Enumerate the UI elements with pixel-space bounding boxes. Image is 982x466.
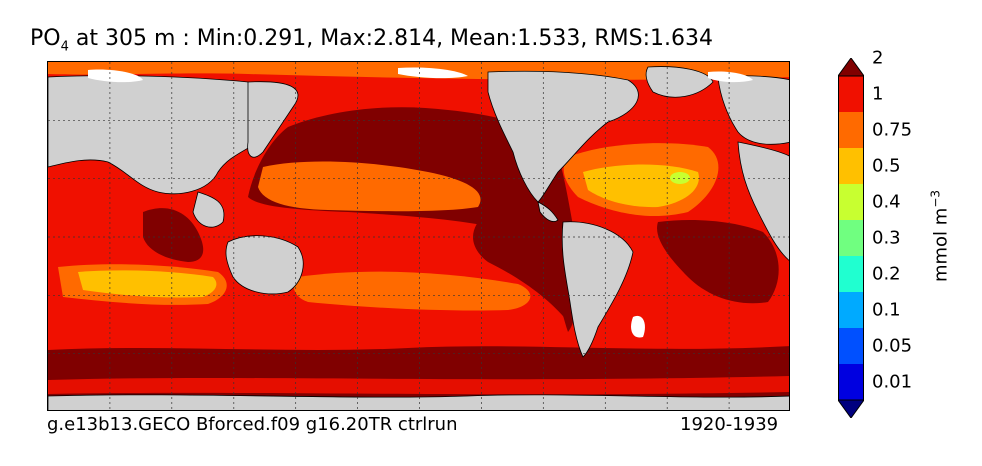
years-label: 1920-1939 (680, 414, 779, 435)
title-variable: PO (30, 26, 61, 51)
land-europe (717, 75, 789, 145)
gridlines (48, 62, 789, 410)
indian-ocean-dark (143, 208, 204, 262)
north-pacific-orange (258, 161, 481, 212)
north-atlantic-green-spot (670, 172, 690, 184)
units-base: mmol m (930, 207, 952, 283)
colorbar-tick-label: 1 (872, 83, 884, 105)
colorbar-bin (838, 328, 864, 364)
run-name-label: g.e13b13.GECO Bforced.f09 g16.20TR ctrlr… (47, 414, 458, 435)
colorbar-bin (838, 256, 864, 292)
colorbar (838, 58, 864, 418)
colorbar-tick-label: 0.5 (872, 155, 901, 177)
colorbar-tick-label: 2 (872, 47, 884, 69)
land-africa-asia-west (48, 75, 261, 195)
land-masses (48, 66, 789, 410)
colorbar-tick-label: 0.4 (872, 191, 901, 213)
ocean-po4-map (48, 62, 789, 410)
land-australia (225, 235, 304, 295)
south-indian-yellow (78, 270, 217, 298)
no-data-patches (88, 67, 753, 338)
southern-red-strip (48, 376, 789, 395)
colorbar-bin-low-extend (838, 399, 864, 418)
land-greenland (645, 66, 714, 98)
land-central-america (537, 201, 559, 222)
colorbar-bin (838, 112, 864, 148)
title-variable-subscript: 4 (60, 39, 69, 55)
units-exponent: −3 (928, 189, 943, 208)
colorbar-bin (838, 364, 864, 400)
south-atlantic-dark (657, 220, 779, 304)
east-pacific-dark (473, 212, 576, 322)
colorbar-tick-label: 0.3 (872, 227, 901, 249)
colorbar-bin (838, 220, 864, 256)
north-atlantic-yellow (583, 164, 699, 208)
south-pacific-orange (293, 271, 531, 311)
land-africa-east (737, 141, 789, 261)
land-north-america (487, 70, 639, 203)
colorbar-bin (838, 148, 864, 184)
colorbar-tick-label: 0.1 (872, 299, 901, 321)
map-panel (47, 61, 790, 411)
land-se-asia (192, 191, 225, 228)
colorbar-tick-label: 0.2 (872, 263, 901, 285)
colorbar-bin (838, 184, 864, 220)
colorbar-bin-high-extend (838, 58, 864, 77)
colorbar-frame (838, 75, 864, 401)
colorbar-tick-label: 0.01 (872, 371, 913, 393)
colorbar-bin (838, 292, 864, 328)
land-south-america (561, 221, 634, 358)
colorbar-tick-label: 0.75 (872, 119, 913, 141)
colorbar-tick-label: 0.05 (872, 335, 913, 357)
colorbar-bin (838, 76, 864, 112)
colorbar-units: mmol m−3 (929, 190, 952, 282)
map-title: PO4 at 305 m : Min:0.291, Max:2.814, Mea… (30, 26, 713, 54)
title-stats: at 305 m : Min:0.291, Max:2.814, Mean:1.… (68, 26, 714, 51)
land-east-asia (247, 81, 299, 158)
land-antarctica (48, 394, 789, 410)
